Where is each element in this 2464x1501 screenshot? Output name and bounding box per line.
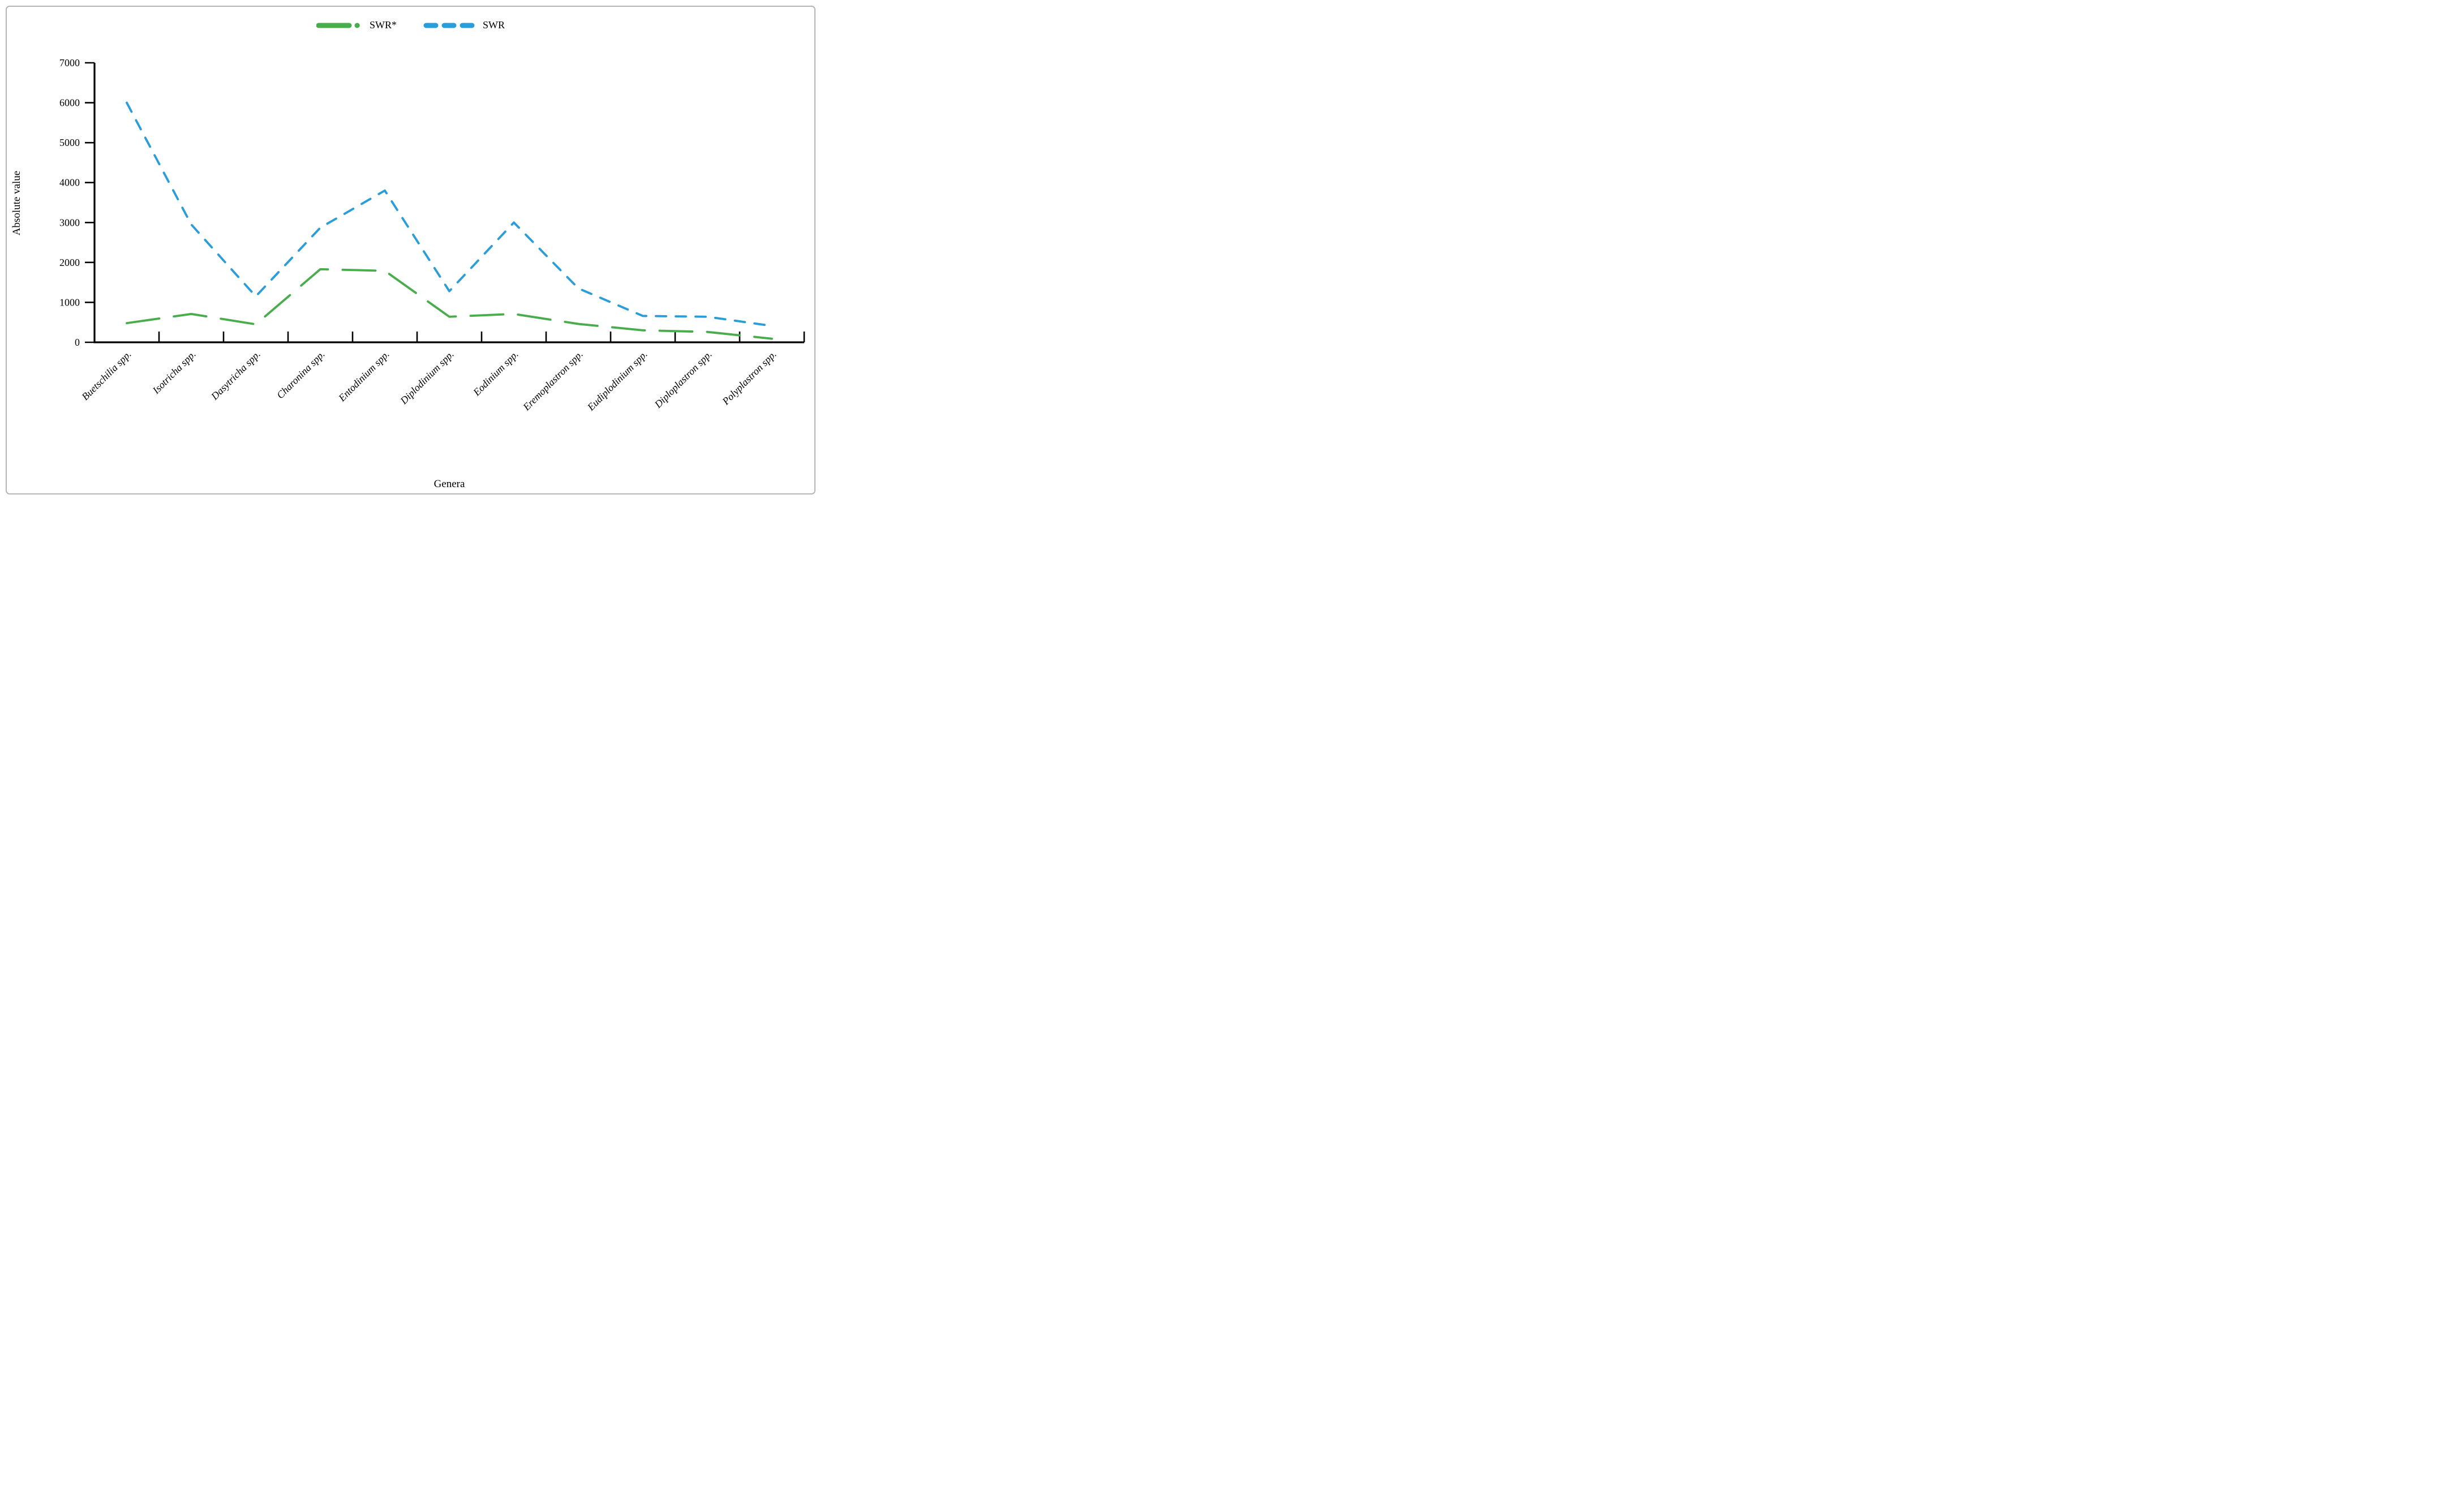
legend-item-swr-star: SWR* [316, 19, 397, 31]
x-category-label: Isotricha spp. [150, 349, 198, 397]
legend-label-swr-star: SWR* [369, 19, 397, 31]
swr-star-line-swatch [316, 23, 360, 28]
series-line-swr [126, 101, 773, 328]
x-category-label: Charonina spp. [274, 349, 327, 401]
x-category-label: Buetschilia spp. [79, 349, 133, 402]
legend: SWR* SWR [7, 19, 814, 31]
x-category-label: Polyplastron spp. [720, 349, 779, 407]
y-tick-label: 1000 [59, 296, 80, 308]
y-tick-label: 5000 [59, 137, 80, 148]
x-category-label: Diplodinium spp. [398, 349, 456, 407]
y-tick-label: 7000 [59, 57, 80, 68]
x-category-label: Diploplastron spp. [652, 349, 714, 411]
y-tick-label: 4000 [59, 177, 80, 188]
x-category-label: Entodinium spp. [336, 349, 392, 404]
x-axis-title: Genera [433, 478, 465, 490]
y-tick-label: 2000 [59, 257, 80, 268]
chart-figure: SWR* SWR 0 1000 2000 3000 4000 5000 6000 7000 Bu… [6, 6, 815, 494]
x-category-label: Dasytricha spp. [208, 349, 262, 402]
y-tick-label: 6000 [59, 97, 80, 109]
swr-line-swatch [423, 23, 477, 28]
legend-label-swr: SWR [483, 19, 505, 31]
series-line-swr [126, 268, 773, 340]
y-axis-title: Absolute value [11, 170, 23, 236]
x-category-label: Eremoplastron spp. [521, 349, 585, 413]
x-category-label: Eodinium spp. [470, 349, 520, 398]
legend-item-swr: SWR [423, 19, 505, 31]
y-tick-label: 3000 [59, 217, 80, 228]
plot-area: 0 1000 2000 3000 4000 5000 6000 7000 Buetschilia… [59, 57, 805, 414]
x-category-label: Eudiplodinium spp. [585, 349, 650, 414]
y-tick-label: 0 [75, 337, 80, 348]
